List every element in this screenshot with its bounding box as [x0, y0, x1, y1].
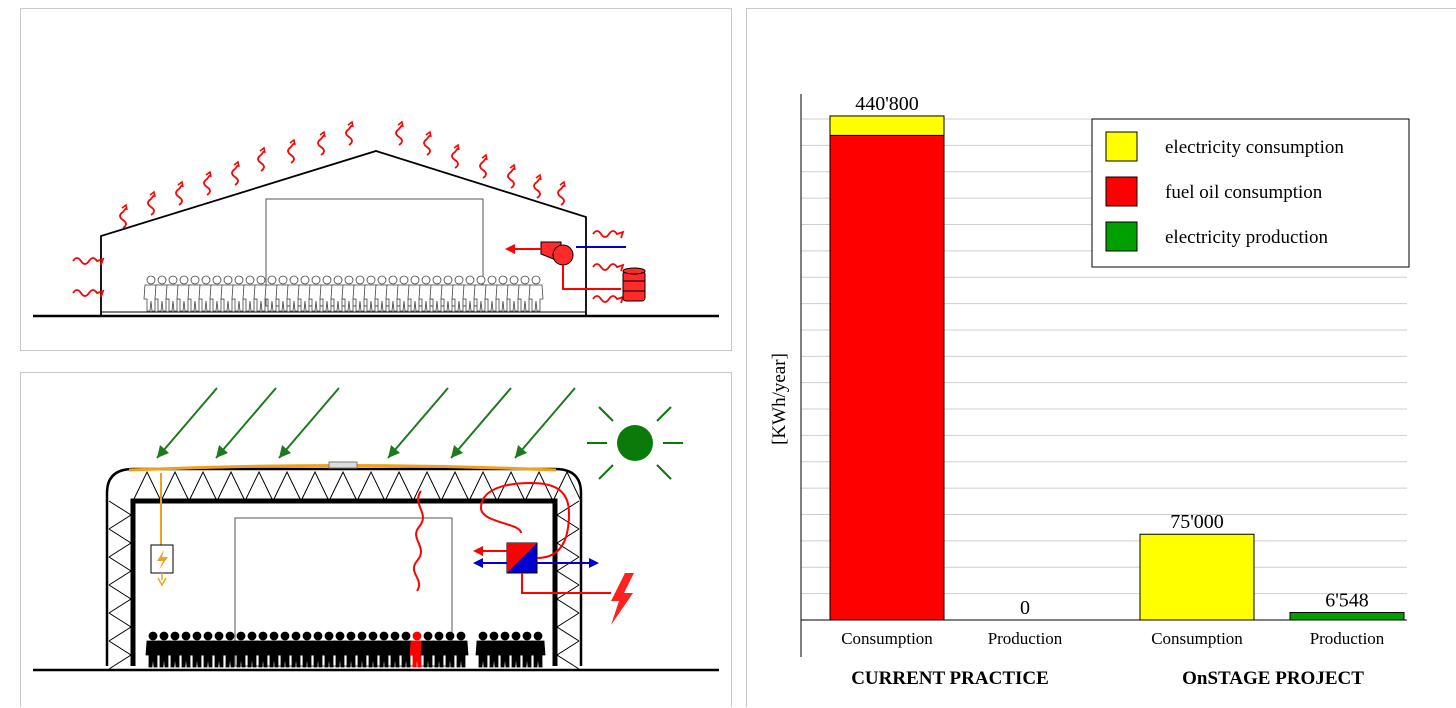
- oil-pipe: [563, 265, 621, 289]
- data-label: 440'800: [855, 93, 919, 115]
- bar-segment-electricity-consumption: [1140, 534, 1254, 620]
- x-tick-labels: Consumption Production Consumption Producti…: [841, 629, 1385, 648]
- heat-wave-icon: [480, 158, 486, 178]
- heat-wave-icon: [593, 264, 623, 271]
- legend-label: electricity consumption: [1165, 137, 1344, 158]
- heat-wave-icon: [558, 185, 564, 205]
- inverter-icon: [151, 473, 173, 585]
- bar-segment-electricity-consumption: [830, 116, 944, 135]
- heat-wave-icon: [176, 185, 182, 205]
- group-label: CURRENT PRACTICE: [851, 668, 1049, 689]
- lightning-icon: [611, 573, 634, 625]
- data-label: 75'000: [1170, 511, 1224, 533]
- heat-wave-icon: [534, 178, 540, 198]
- x-tick-label: Consumption: [841, 629, 933, 648]
- x-tick-label: Production: [988, 629, 1063, 648]
- sun-icon: [587, 407, 683, 479]
- heat-wave-icon: [424, 135, 430, 155]
- person-icon: [454, 632, 468, 667]
- heat-wave-icon: [452, 148, 458, 168]
- data-label: 6'548: [1325, 590, 1369, 612]
- oil-barrel-icon: [623, 268, 645, 301]
- data-label: 0: [1020, 597, 1030, 619]
- energy-bar-chart: [KWh/year] 440'800 0 75'000 6'548 Consumpti…: [747, 9, 1456, 708]
- sun-arrow-icon: [157, 388, 575, 458]
- current-practice-illustration: [20, 8, 732, 351]
- legend-swatch: [1106, 132, 1137, 161]
- x-tick-label: Production: [1310, 629, 1385, 648]
- heat-wave-icon: [593, 296, 623, 303]
- stage-diagram: [21, 373, 733, 708]
- bar-segment-fuel-oil-consumption: [830, 135, 944, 620]
- heat-wave-icon: [396, 125, 402, 145]
- legend-swatch: [1106, 177, 1137, 206]
- person-icon: [531, 632, 545, 667]
- group-label: OnSTAGE PROJECT: [1182, 668, 1364, 689]
- onstage-illustration: [20, 372, 732, 707]
- crowd-icon: [146, 632, 545, 667]
- heat-wave-icon: [258, 151, 264, 171]
- heat-wave-icon: [346, 125, 352, 145]
- tent-diagram: [21, 9, 733, 352]
- heat-wave-icon: [73, 258, 103, 265]
- person-icon: [529, 276, 543, 311]
- heat-wave-icon: [414, 491, 423, 591]
- group-labels: CURRENT PRACTICE OnSTAGE PROJECT: [851, 668, 1364, 689]
- legend-label: electricity production: [1165, 227, 1329, 248]
- legend-swatch: [1106, 222, 1137, 251]
- roof-vent: [329, 462, 357, 468]
- energy-chart-panel: [KWh/year] 440'800 0 75'000 6'548 Consumpti…: [746, 8, 1456, 707]
- y-axis-label: [KWh/year]: [769, 353, 790, 445]
- heat-wave-icon: [318, 135, 324, 155]
- legend: electricity consumption fuel oil consumpt…: [1092, 119, 1409, 267]
- heat-wave-icon: [204, 175, 210, 195]
- heat-wave-icon: [148, 195, 154, 215]
- heat-wave-icon: [593, 231, 623, 238]
- heat-wave-icon: [120, 208, 126, 228]
- legend-label: fuel oil consumption: [1165, 182, 1323, 203]
- heat-wave-icon: [288, 143, 294, 163]
- heat-wave-icon: [232, 165, 238, 185]
- heat-wave-icon: [73, 290, 103, 297]
- bar-segment-electricity-production: [1290, 613, 1404, 620]
- fan-icon: [505, 242, 573, 265]
- x-tick-label: Consumption: [1151, 629, 1243, 648]
- heat-wave-icon: [508, 168, 514, 188]
